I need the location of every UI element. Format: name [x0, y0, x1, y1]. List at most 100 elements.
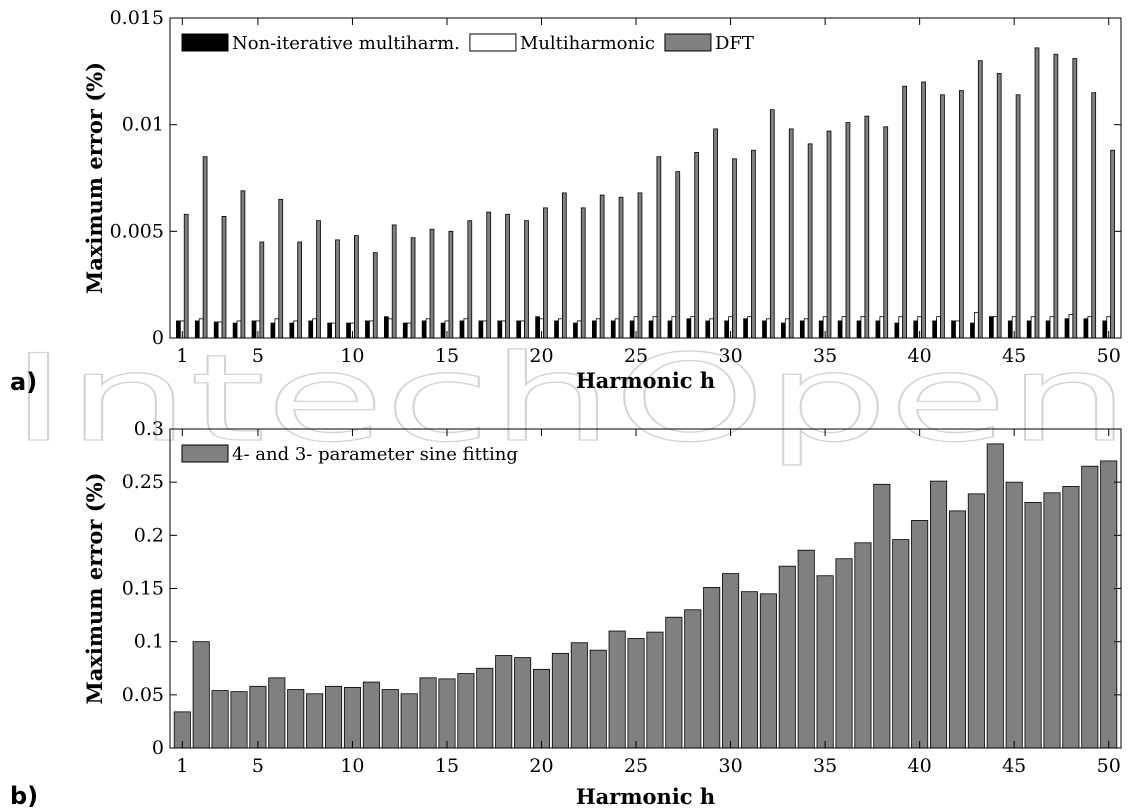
bar-b-4-and-3-parameter-sine-fitting-h6 [268, 677, 286, 749]
y-tick-label: 0.25 [122, 471, 164, 493]
bar-a-non-iterative-multiharm--h41 [932, 320, 938, 339]
bar-a-dft-h10 [353, 235, 359, 339]
x-tick-label: 1 [176, 755, 188, 777]
bar-a-dft-h33 [788, 128, 794, 339]
bar-a-non-iterative-multiharm--h45 [1007, 320, 1013, 339]
bar-a-non-iterative-multiharm--h15 [440, 322, 446, 339]
bar-b-4-and-3-parameter-sine-fitting-h35 [816, 575, 834, 749]
bar-a-multiharmonic-h28 [690, 316, 696, 339]
y-axis-title: Maximum error (%) [82, 472, 107, 704]
bar-b-4-and-3-parameter-sine-fitting-h5 [249, 685, 267, 749]
legend-label: 4- and 3- parameter sine fitting [232, 444, 518, 465]
bar-a-dft-h6 [278, 198, 284, 339]
bar-b-4-and-3-parameter-sine-fitting-h42 [948, 510, 966, 749]
bar-a-dft-h43 [977, 60, 983, 339]
plot-frame [169, 17, 1122, 339]
bar-a-non-iterative-multiharm--h23 [591, 320, 597, 339]
bar-a-non-iterative-multiharm--h32 [762, 320, 767, 339]
bar-a-multiharmonic-h36 [841, 316, 847, 339]
bar-a-non-iterative-multiharm--h16 [459, 320, 465, 339]
bar-a-multiharmonic-h12 [387, 318, 393, 339]
bar-b-4-and-3-parameter-sine-fitting-h39 [892, 539, 910, 749]
bar-a-non-iterative-multiharm--h34 [799, 320, 805, 339]
x-tick-label: 5 [252, 755, 264, 777]
bar-b-4-and-3-parameter-sine-fitting-h41 [930, 480, 948, 749]
bar-a-multiharmonic-h7 [293, 320, 299, 339]
bar-a-non-iterative-multiharm--h39 [894, 322, 900, 339]
bar-a-non-iterative-multiharm--h25 [629, 320, 635, 339]
bar-a-non-iterative-multiharm--h21 [554, 320, 559, 339]
y-tick-label: 0 [152, 327, 164, 349]
bar-a-non-iterative-multiharm--h50 [1102, 320, 1108, 339]
bar-a-non-iterative-multiharm--h40 [913, 320, 919, 339]
bar-a-dft-h22 [580, 207, 586, 339]
legend-swatch [664, 33, 712, 52]
bar-a-dft-h25 [637, 192, 643, 339]
bar-b-4-and-3-parameter-sine-fitting-h8 [306, 693, 324, 749]
bar-b-4-and-3-parameter-sine-fitting-h19 [514, 657, 532, 749]
y-tick-label: 0.3 [134, 418, 164, 440]
bar-b-4-and-3-parameter-sine-fitting-h38 [873, 483, 891, 749]
bar-b-4-and-3-parameter-sine-fitting-h47 [1043, 492, 1061, 749]
x-tick-label: 20 [529, 345, 553, 367]
bar-a-dft-h28 [694, 151, 700, 339]
bar-a-multiharmonic-h44 [992, 316, 998, 339]
bar-a-dft-h27 [675, 171, 681, 339]
y-tick-label: 0.05 [122, 684, 164, 706]
bar-a-non-iterative-multiharm--h3 [213, 321, 219, 339]
bar-a-non-iterative-multiharm--h29 [705, 320, 711, 339]
bar-a-non-iterative-multiharm--h24 [610, 320, 616, 339]
bar-a-multiharmonic-h31 [747, 316, 752, 339]
x-tick-label: 15 [435, 755, 459, 777]
bar-a-dft-h23 [599, 194, 605, 339]
bar-a-multiharmonic-h42 [955, 320, 960, 339]
legend-swatch [181, 444, 229, 463]
bar-a-non-iterative-multiharm--h12 [383, 316, 389, 339]
bar-a-multiharmonic-h38 [879, 316, 885, 339]
y-tick-label: 0.015 [110, 7, 164, 29]
bar-a-non-iterative-multiharm--h4 [232, 322, 238, 339]
bar-a-multiharmonic-h13 [406, 322, 412, 339]
bar-a-multiharmonic-h37 [860, 316, 866, 339]
bar-a-multiharmonic-h21 [558, 318, 563, 339]
bar-b-4-and-3-parameter-sine-fitting-h43 [967, 493, 985, 749]
bar-a-non-iterative-multiharm--h46 [1026, 320, 1032, 339]
bar-a-non-iterative-multiharm--h38 [875, 320, 881, 339]
y-tick-label: 0.15 [122, 578, 164, 600]
bar-a-dft-h2 [202, 156, 208, 339]
x-tick-label: 40 [908, 345, 932, 367]
bar-a-dft-h42 [959, 90, 964, 339]
panel-label-a: a) [10, 368, 37, 396]
bar-a-non-iterative-multiharm--h20 [535, 316, 540, 339]
bar-b-4-and-3-parameter-sine-fitting-h46 [1024, 501, 1042, 749]
y-tick-label: 0.01 [122, 114, 164, 136]
bar-a-multiharmonic-h3 [217, 321, 223, 339]
x-tick-label: 35 [813, 755, 837, 777]
bar-a-non-iterative-multiharm--h13 [402, 322, 408, 339]
bar-a-multiharmonic-h14 [425, 318, 431, 339]
legend-label: Multiharmonic [520, 33, 655, 54]
x-tick-label: 10 [340, 755, 364, 777]
bar-a-dft-h41 [940, 94, 945, 339]
bar-a-dft-h21 [561, 192, 567, 339]
bar-b-4-and-3-parameter-sine-fitting-h23 [589, 649, 607, 749]
bar-b-4-and-3-parameter-sine-fitting-h2 [192, 641, 210, 749]
x-tick-label: 25 [624, 345, 648, 367]
bar-b-4-and-3-parameter-sine-fitting-h34 [797, 549, 815, 749]
bar-b-4-and-3-parameter-sine-fitting-h28 [684, 609, 702, 749]
bar-a-non-iterative-multiharm--h49 [1083, 318, 1089, 339]
bar-b-4-and-3-parameter-sine-fitting-h24 [608, 630, 626, 749]
bar-a-multiharmonic-h46 [1030, 316, 1036, 339]
bar-b-4-and-3-parameter-sine-fitting-h3 [211, 690, 229, 749]
bar-a-multiharmonic-h24 [614, 318, 620, 339]
bar-b-4-and-3-parameter-sine-fitting-h10 [343, 686, 361, 749]
bar-b-4-and-3-parameter-sine-fitting-h18 [495, 655, 513, 749]
bar-a-multiharmonic-h27 [671, 316, 677, 339]
bar-b-4-and-3-parameter-sine-fitting-h29 [703, 587, 721, 749]
bar-a-dft-h50 [1110, 149, 1115, 339]
bar-b-4-and-3-parameter-sine-fitting-h4 [230, 691, 248, 749]
bar-b-4-and-3-parameter-sine-fitting-h31 [740, 591, 759, 749]
bar-b-4-and-3-parameter-sine-fitting-h12 [381, 689, 399, 749]
bar-a-dft-h9 [335, 239, 340, 339]
